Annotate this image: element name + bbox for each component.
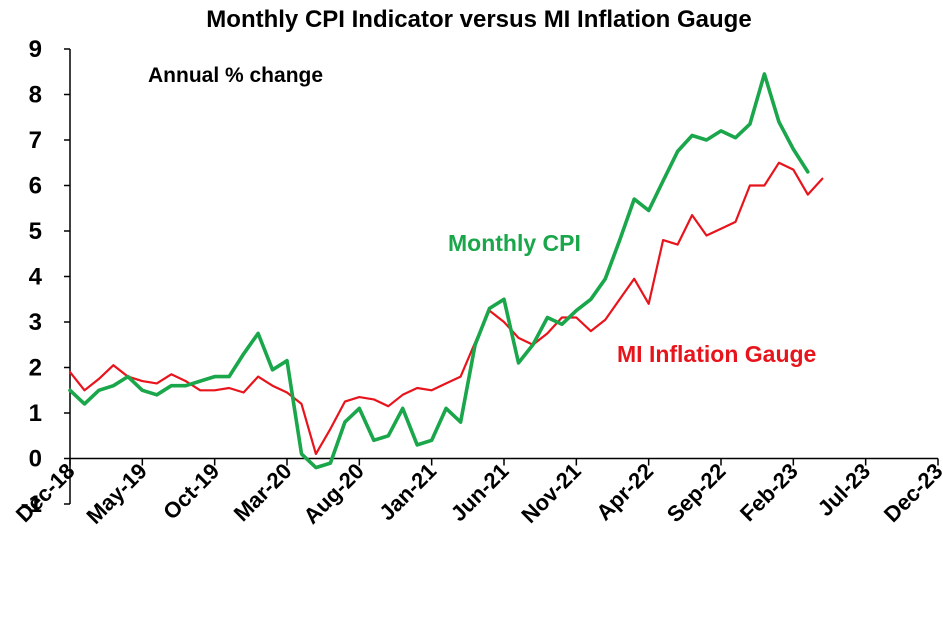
y-tick-label: 8	[29, 82, 42, 109]
x-tick-label: Nov-21	[516, 458, 586, 528]
mi-inflation-gauge-line	[68, 161, 824, 455]
x-tick-label: Dec-23	[879, 458, 943, 527]
x-axis-ticks: Dec-18 May-19 Oct-19 Mar-20 Aug-20 Jan-21 Jun-…	[11, 458, 943, 528]
y-tick-label: 1	[29, 400, 42, 427]
x-tick-label: Jan-21	[374, 458, 441, 525]
chart-title: Monthly CPI Indicator versus MI Inflatio…	[206, 6, 751, 33]
y-tick-label: 3	[29, 309, 42, 336]
x-tick-label: Feb-23	[735, 458, 803, 526]
x-tick-label: May-19	[81, 458, 151, 528]
y-axis-ticks: -1 0 1 2 3 4 5 6 7 8 9	[21, 36, 70, 518]
series-lines	[68, 72, 824, 470]
y-tick-label: -1	[21, 491, 42, 518]
mi-inflation-gauge-label: MI Inflation Gauge	[617, 341, 816, 367]
monthly-cpi-label: Monthly CPI	[448, 230, 581, 256]
y-tick-label: 2	[29, 355, 42, 382]
y-tick-label: 9	[29, 36, 42, 63]
y-tick-label: 0	[29, 446, 42, 473]
x-tick-label: Sep-22	[662, 458, 731, 527]
y-tick-label: 5	[29, 218, 42, 245]
axes	[69, 49, 938, 504]
chart-annotation: Annual % change	[148, 64, 323, 87]
y-tick-label: 4	[29, 264, 43, 291]
y-tick-label: 6	[29, 173, 42, 200]
x-tick-label: Oct-19	[158, 458, 224, 524]
x-tick-label: Mar-20	[229, 458, 297, 526]
y-tick-label: 7	[29, 127, 42, 154]
x-tick-label: Aug-20	[298, 458, 368, 528]
x-tick-label: Jun-21	[446, 458, 514, 526]
x-tick-label: Jul-23	[813, 458, 876, 521]
x-tick-label: Apr-22	[591, 458, 658, 525]
monthly-cpi-line	[68, 72, 810, 470]
